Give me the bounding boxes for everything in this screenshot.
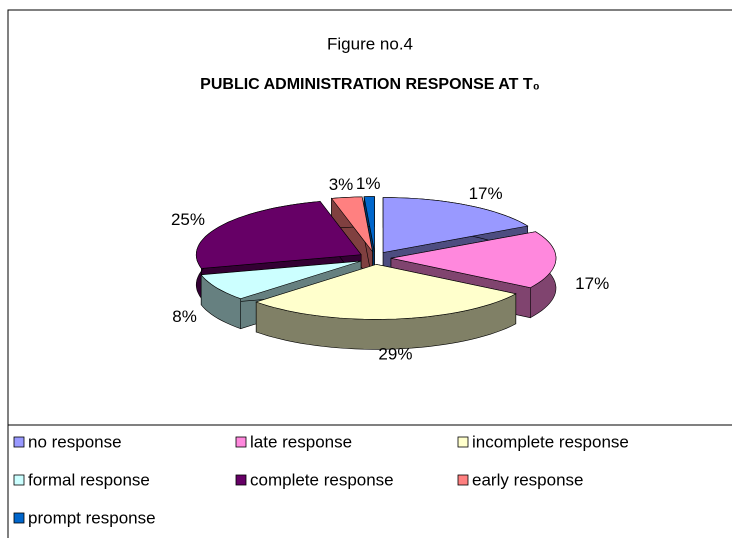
- slice-top: [195, 201, 362, 269]
- data-label: 3%: [329, 175, 354, 194]
- legend-swatch: [235, 474, 247, 486]
- data-label: 8%: [172, 307, 197, 326]
- slice-top: [363, 196, 375, 252]
- slice-top: [200, 260, 362, 300]
- data-label: 25%: [171, 210, 205, 229]
- legend-label: prompt response: [28, 508, 156, 527]
- slice: [255, 263, 517, 350]
- slice-top: [255, 264, 517, 320]
- legend-label: formal response: [28, 470, 150, 489]
- legend-swatch: [457, 436, 469, 448]
- legend-swatch: [13, 436, 25, 448]
- data-label: 29%: [378, 345, 412, 364]
- slice-top: [390, 231, 557, 289]
- slice-top: [382, 197, 529, 253]
- legend-swatch: [13, 474, 25, 486]
- chart-title: Figure no.4: [327, 34, 413, 53]
- data-label: 17%: [469, 184, 503, 203]
- chart-subtitle: PUBLIC ADMINISTRATION RESPONSE AT T₀: [200, 76, 540, 93]
- legend-label: early response: [472, 470, 584, 489]
- legend-label: no response: [28, 432, 122, 451]
- legend-swatch: [457, 474, 469, 486]
- legend-swatch: [13, 512, 25, 524]
- legend-label: incomplete response: [472, 432, 629, 451]
- legend-swatch: [235, 436, 247, 448]
- slice-top: [330, 196, 373, 252]
- legend-label: late response: [250, 432, 352, 451]
- slice: [330, 196, 373, 283]
- legend-label: complete response: [250, 470, 394, 489]
- data-label: 1%: [356, 174, 381, 193]
- data-label: 17%: [575, 274, 609, 293]
